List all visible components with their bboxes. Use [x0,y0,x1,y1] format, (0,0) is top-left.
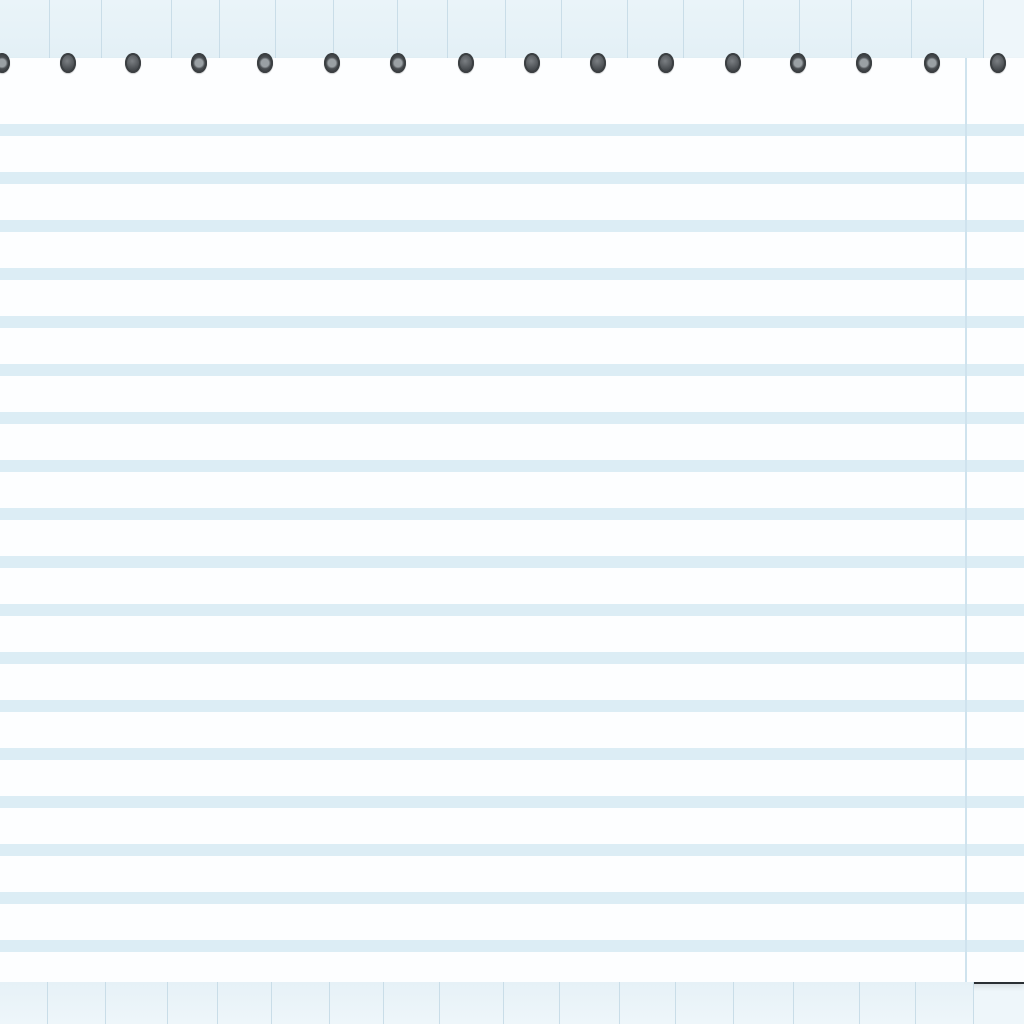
paper-top-band [0,58,1024,88]
wall-tile [852,0,912,58]
binder-hole [125,53,141,73]
binder-hole [658,53,674,73]
wall-tile [676,982,734,1024]
binder-hole [725,53,741,73]
binder-hole [524,53,540,73]
binder-hole [590,53,606,73]
wall-tile [560,982,620,1024]
wall-tile [0,982,48,1024]
wall-tile [620,982,676,1024]
wall-tile [334,0,398,58]
wall-tile [506,0,562,58]
wall-tile [734,982,794,1024]
wall-tile [398,0,448,58]
wall-tile [800,0,852,58]
binder-hole [458,53,474,73]
wall-tile [440,982,504,1024]
wall-tile [448,0,506,58]
wall-tile [384,982,440,1024]
binder-hole [0,53,10,73]
binder-holes-row [0,50,1024,80]
wall-tile [860,982,916,1024]
binder-hole [856,53,872,73]
wall-tile [562,0,628,58]
wall-tile [102,0,172,58]
wall-tile [628,0,684,58]
wall-tile [218,982,272,1024]
bottom-tile-edge [0,982,1024,1024]
wall-tile [272,982,330,1024]
wall-tile [330,982,384,1024]
wall-tile [916,982,974,1024]
wall-tile [106,982,168,1024]
wall-tile [172,0,220,58]
wall-tile [0,0,50,58]
top-tile-edge [0,0,1024,58]
binder-hole [257,53,273,73]
wall-tile [48,982,106,1024]
binder-hole [990,53,1006,73]
wall-tile [276,0,334,58]
binder-hole [924,53,940,73]
wall-tile [794,982,860,1024]
margin-line [965,58,967,982]
wall-tile [220,0,276,58]
binder-hole [324,53,340,73]
binder-hole [191,53,207,73]
binder-hole [390,53,406,73]
wall-tile [912,0,984,58]
wall-tile [744,0,800,58]
lined-paper-sheet [0,58,1024,982]
wall-tile [50,0,102,58]
wall-tile [168,982,218,1024]
wall-tile [504,982,560,1024]
binder-hole [60,53,76,73]
wall-tile [684,0,744,58]
binder-hole [790,53,806,73]
